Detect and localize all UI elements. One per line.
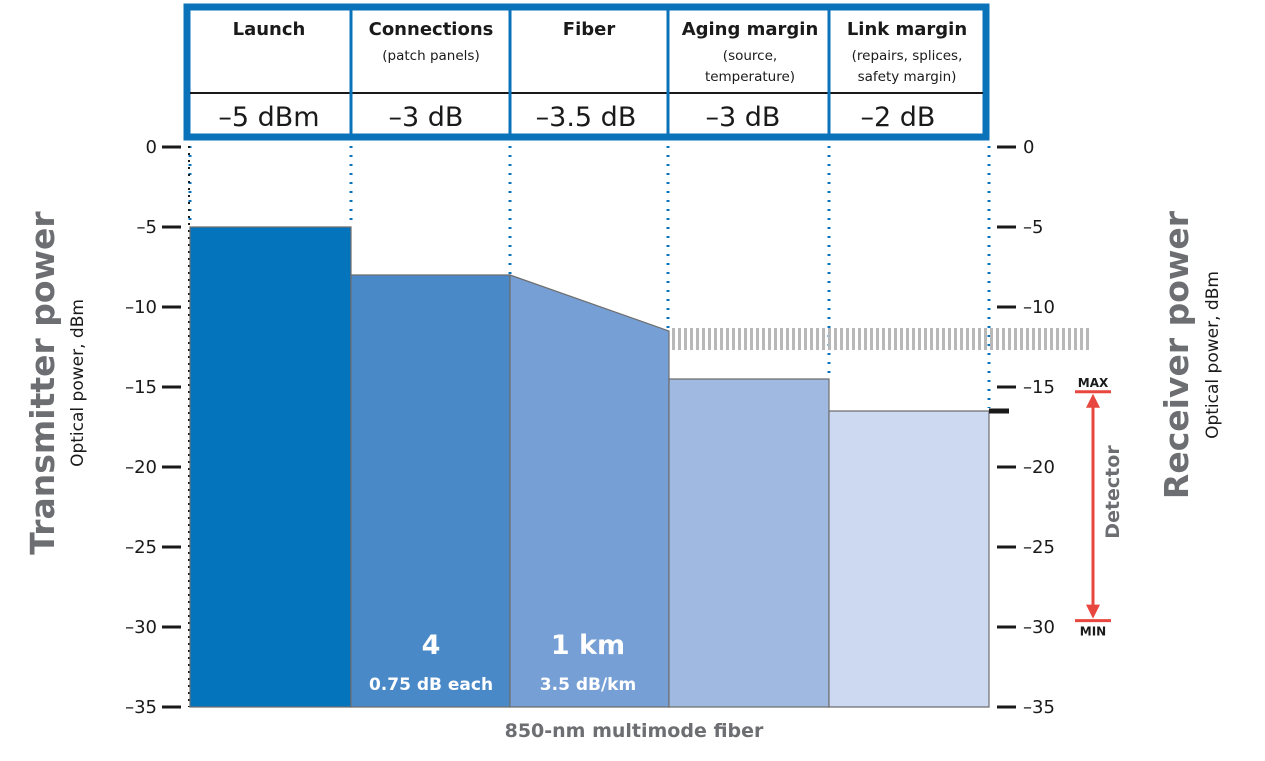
left-tick-label: –35 — [125, 697, 157, 718]
header-frame — [183, 3, 990, 141]
header-launch-title: Launch — [233, 19, 306, 40]
detector-range: MAX MIN Detector — [1075, 376, 1124, 639]
power-budget-bars — [189, 226, 990, 708]
right-axis-ticks: 0 –5 –10 –15 –20 –25 –30 –35 — [997, 137, 1055, 718]
header-connections-title: Connections — [369, 19, 494, 40]
header-connections-value: –3 dB — [389, 102, 464, 133]
fiber-detail-label: 3.5 dB/km — [540, 675, 636, 695]
link-margin-bar — [828, 410, 990, 708]
loss-header-table: Launch –5 dBm Connections (patch panels)… — [183, 3, 990, 141]
header-launch-value: –5 dBm — [218, 102, 319, 133]
left-axis-ticks: 0 –5 –10 –15 –20 –25 –30 –35 — [125, 137, 181, 718]
left-tick-label: –15 — [125, 377, 157, 398]
right-axis-subtitle: Optical power, dBm — [1203, 271, 1223, 439]
connections-detail-label: 0.75 dB each — [369, 675, 493, 695]
header-link-note: (repairs, splices, — [852, 48, 963, 64]
header-fiber-value: –3.5 dB — [536, 102, 637, 133]
right-tick-label: –10 — [1023, 297, 1055, 318]
fiber-length-label: 1 km — [551, 630, 625, 661]
left-tick-label: –25 — [125, 537, 157, 558]
left-tick-label: –20 — [125, 457, 157, 478]
left-tick-label: –5 — [137, 217, 157, 238]
aging-margin-bar — [668, 378, 830, 708]
right-tick-label: –20 — [1023, 457, 1055, 478]
header-connections-note: (patch panels) — [382, 48, 479, 64]
left-tick-label: –30 — [125, 617, 157, 638]
right-tick-label: –30 — [1023, 617, 1055, 638]
left-tick-label: 0 — [146, 137, 157, 158]
launch-bar — [189, 226, 352, 708]
header-aging-note: (source, — [723, 48, 777, 64]
right-tick-label: –5 — [1023, 217, 1043, 238]
right-tick-label: –35 — [1023, 697, 1055, 718]
left-tick-label: –10 — [125, 297, 157, 318]
header-link-note: safety margin) — [858, 69, 957, 85]
right-tick-label: –25 — [1023, 537, 1055, 558]
detector-arrowhead-up — [1086, 393, 1100, 408]
detector-min-label: MIN — [1080, 625, 1106, 639]
header-aging-title: Aging margin — [682, 19, 819, 40]
header-aging-note: temperature) — [705, 69, 795, 85]
x-axis-label: 850-nm multimode fiber — [505, 720, 764, 742]
left-axis-subtitle: Optical power, dBm — [68, 299, 88, 467]
right-tick-label: 0 — [1023, 137, 1034, 158]
header-aging-value: –3 dB — [706, 102, 781, 133]
header-link-value: –2 dB — [861, 102, 936, 133]
connections-count-label: 4 — [422, 630, 441, 661]
left-axis-title: Transmitter power — [23, 211, 62, 555]
receiver-sensitivity-band — [672, 328, 1090, 350]
detector-label: Detector — [1102, 445, 1124, 539]
right-axis-title: Receiver power — [1157, 210, 1196, 499]
detector-arrowhead-down — [1086, 604, 1100, 619]
header-link-title: Link margin — [847, 19, 967, 40]
detector-max-label: MAX — [1078, 376, 1109, 390]
header-fiber-title: Fiber — [563, 19, 616, 40]
right-tick-label: –15 — [1023, 377, 1055, 398]
